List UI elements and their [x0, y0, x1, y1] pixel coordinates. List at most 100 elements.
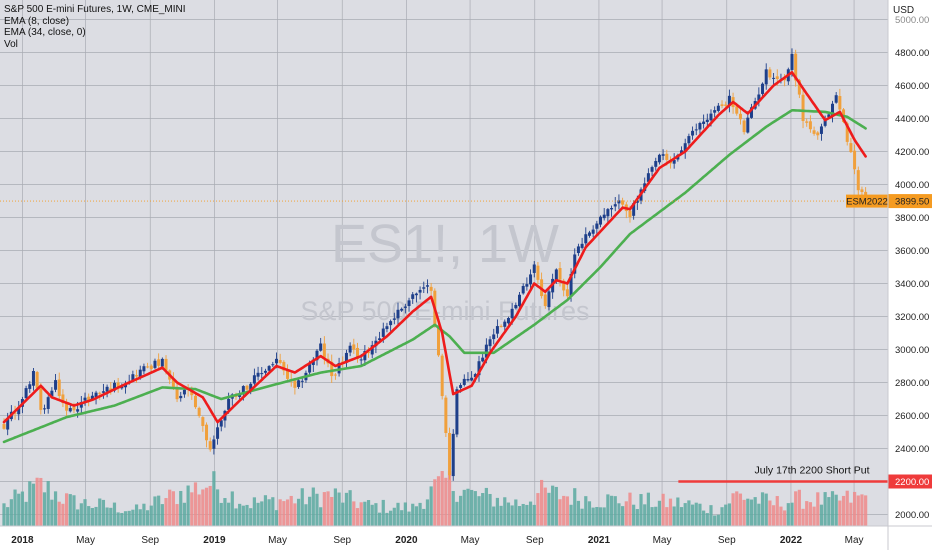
candle-body [385, 326, 389, 330]
y-tick-label: 2400.00 [895, 444, 929, 455]
volume-bar [219, 502, 223, 526]
volume-bar [812, 506, 816, 526]
candle-body [98, 392, 102, 394]
candle-body [484, 344, 488, 358]
volume-bar [35, 477, 39, 526]
candle-body [359, 359, 363, 361]
legend: S&P 500 E-mini Futures, 1W, CME_MINI EMA… [4, 4, 186, 50]
volume-bar [775, 496, 779, 526]
volume-bar [76, 509, 80, 526]
ema8-line [2, 71, 867, 424]
candle-body [17, 407, 21, 415]
volume-bar [657, 500, 662, 526]
price-axis [888, 0, 932, 550]
candle-body [720, 104, 724, 106]
volume-bar [495, 497, 500, 526]
volume-bar [484, 487, 488, 526]
candle-body [672, 160, 676, 164]
legend-ema8[interactable]: EMA (8, close) [4, 15, 70, 27]
candle-body [414, 293, 418, 296]
volume-bar [724, 504, 728, 526]
volume-bar [278, 499, 282, 526]
volume-bar [845, 490, 849, 526]
volume-bar [624, 501, 628, 526]
candle-body [370, 345, 374, 355]
candle-body [175, 387, 179, 400]
volume-bar [864, 495, 868, 526]
volume-bar [179, 490, 183, 526]
candle-body [801, 94, 805, 121]
candle-body [683, 143, 687, 152]
candle-body [219, 420, 223, 427]
price-tag-box [846, 194, 888, 208]
volume-bar [201, 489, 205, 526]
volume-bar [543, 487, 547, 526]
candle-body [72, 406, 76, 411]
candle-body [576, 246, 580, 254]
candle-body [768, 69, 772, 78]
candle-body [205, 424, 209, 441]
volume-bar [245, 504, 249, 526]
legend-symbol[interactable]: S&P 500 E-mini Futures, 1W, CME_MINI [4, 4, 186, 15]
x-tick-label: 2020 [395, 535, 418, 546]
volume-bar [510, 505, 514, 526]
volume-bar [414, 506, 419, 526]
candle-body [157, 359, 161, 366]
candle-body [50, 390, 54, 397]
volume-bar [146, 510, 150, 526]
volume-bar [186, 485, 190, 526]
candle-body [657, 154, 661, 163]
axis-line-tag [888, 474, 932, 489]
volume-bar [672, 506, 676, 526]
volume-bar [536, 493, 540, 526]
volume-bar [838, 500, 842, 526]
candle-body [138, 369, 142, 378]
volume-bar [436, 476, 441, 526]
volume-bar [749, 499, 754, 526]
candle-body [650, 167, 654, 172]
volume-bar [234, 508, 238, 526]
candle-body [171, 378, 175, 387]
y-tick-label: 4600.00 [895, 81, 929, 92]
candle-body [503, 321, 507, 327]
candle-body [827, 114, 831, 118]
axis-price-tag-label: 3899.50 [895, 197, 929, 208]
volume-bar [157, 495, 161, 526]
volume-bar [841, 495, 846, 526]
candle-body [808, 121, 812, 130]
y-tick-label: 3200.00 [895, 312, 929, 323]
volume-bar [138, 509, 142, 526]
candle-body [315, 350, 319, 361]
legend-ema34[interactable]: EMA (34, close, 0) [4, 27, 86, 38]
volume-bar [326, 491, 330, 526]
volume-bar [90, 507, 94, 526]
candle-body [830, 103, 834, 116]
candle-body [819, 126, 823, 134]
volume-bar [643, 504, 647, 526]
x-tick-label: 2021 [588, 535, 611, 546]
candle-body [212, 439, 216, 449]
candle-body [680, 150, 684, 154]
volume-bar [215, 489, 220, 526]
volume-bar [466, 488, 470, 526]
volume-bar [164, 498, 168, 526]
volume-bar [451, 491, 455, 526]
candle-body [477, 361, 481, 376]
volume-bar [458, 495, 463, 526]
candle-body [462, 378, 466, 385]
candle-body [470, 377, 474, 381]
volume-bar [311, 487, 315, 526]
candle-body [396, 309, 400, 319]
volume-bar [753, 497, 757, 526]
watermark-symbol: ES1!, 1W [331, 214, 559, 274]
candle-body [529, 274, 533, 285]
candle-body [193, 395, 197, 408]
candle-body [518, 294, 522, 307]
legend-volume[interactable]: Vol [4, 38, 18, 50]
volume-bar [271, 497, 275, 526]
volume-bar [794, 491, 798, 526]
volume-bar [783, 510, 787, 526]
candle-body [451, 433, 455, 477]
volume-bar [429, 486, 433, 526]
